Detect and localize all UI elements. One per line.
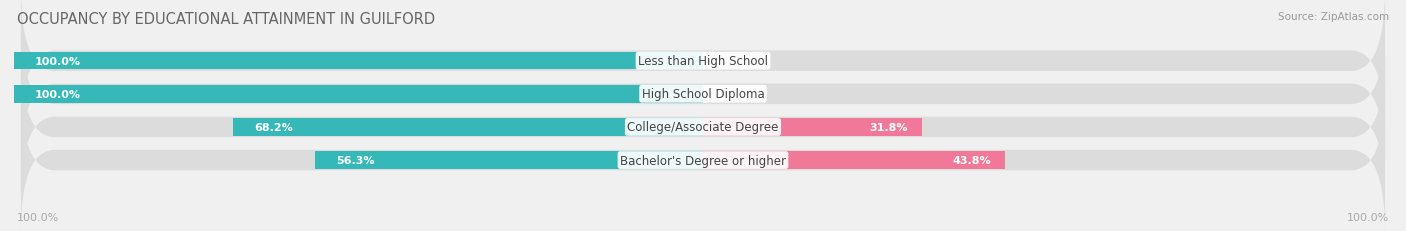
Text: 100.0%: 100.0% bbox=[35, 56, 80, 66]
Text: OCCUPANCY BY EDUCATIONAL ATTAINMENT IN GUILFORD: OCCUPANCY BY EDUCATIONAL ATTAINMENT IN G… bbox=[17, 12, 434, 27]
Text: 31.8%: 31.8% bbox=[870, 122, 908, 132]
Text: Bachelor's Degree or higher: Bachelor's Degree or higher bbox=[620, 154, 786, 167]
Bar bbox=[703, 152, 1005, 169]
Text: Less than High School: Less than High School bbox=[638, 55, 768, 68]
FancyBboxPatch shape bbox=[21, 22, 1385, 167]
Text: 100.0%: 100.0% bbox=[35, 89, 80, 99]
Text: Source: ZipAtlas.com: Source: ZipAtlas.com bbox=[1278, 12, 1389, 21]
Bar bbox=[703, 119, 922, 136]
Text: 100.0%: 100.0% bbox=[17, 212, 59, 222]
Text: 43.8%: 43.8% bbox=[952, 155, 991, 165]
Text: 68.2%: 68.2% bbox=[254, 122, 292, 132]
Bar bbox=[14, 53, 703, 70]
Text: College/Associate Degree: College/Associate Degree bbox=[627, 121, 779, 134]
FancyBboxPatch shape bbox=[21, 88, 1385, 231]
Bar bbox=[233, 119, 703, 136]
Bar bbox=[315, 152, 703, 169]
FancyBboxPatch shape bbox=[21, 0, 1385, 134]
FancyBboxPatch shape bbox=[21, 55, 1385, 200]
Text: 100.0%: 100.0% bbox=[1347, 212, 1389, 222]
Bar bbox=[14, 86, 703, 103]
Text: High School Diploma: High School Diploma bbox=[641, 88, 765, 101]
Text: 56.3%: 56.3% bbox=[336, 155, 374, 165]
